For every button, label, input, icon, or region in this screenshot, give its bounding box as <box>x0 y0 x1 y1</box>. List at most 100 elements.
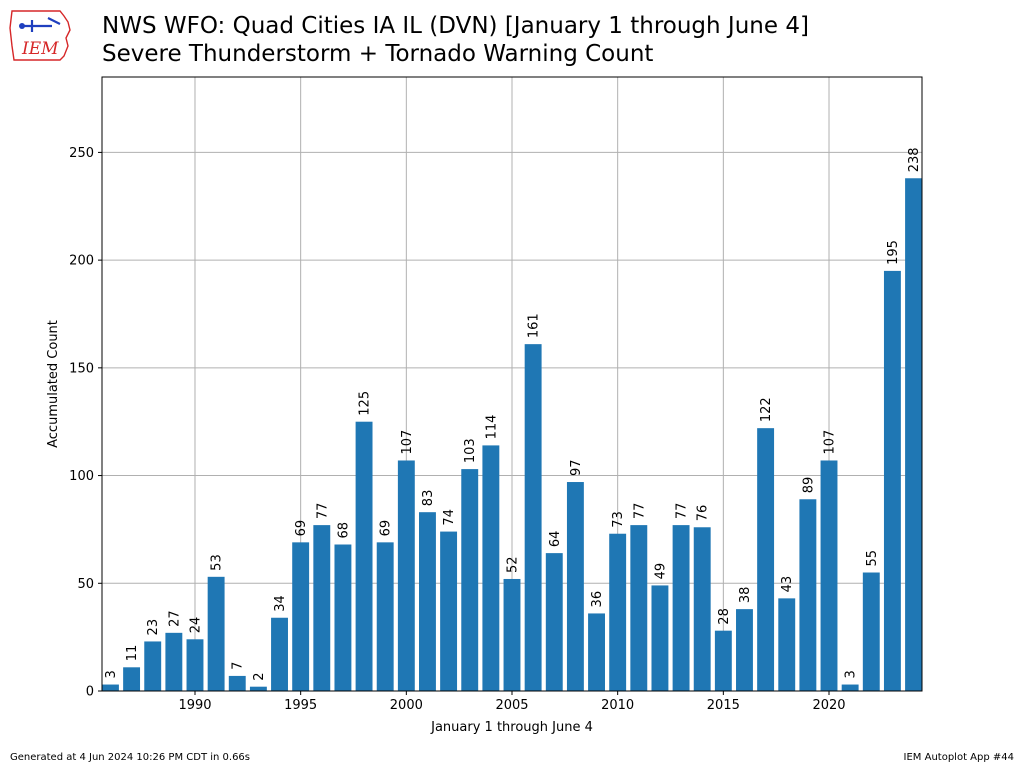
data-label-2022: 55 <box>865 550 880 567</box>
bar-2023 <box>883 270 901 691</box>
y-tick-label: 200 <box>69 254 94 269</box>
x-tick-label: 2020 <box>812 698 845 713</box>
bar-1998 <box>355 421 373 691</box>
bar-2011 <box>630 525 648 691</box>
x-tick-label: 1990 <box>178 698 211 713</box>
bar-2018 <box>778 598 796 691</box>
y-tick-label: 50 <box>77 577 94 592</box>
bar-2007 <box>545 553 563 691</box>
bar-1986 <box>102 684 119 691</box>
data-label-2013: 77 <box>675 503 690 520</box>
data-label-2012: 49 <box>653 563 668 580</box>
bar-2015 <box>714 630 732 691</box>
x-tick-label: 2010 <box>601 698 634 713</box>
data-label-2001: 83 <box>421 490 436 507</box>
data-label-2014: 76 <box>696 505 711 522</box>
data-label-2020: 107 <box>823 430 838 455</box>
data-label-2023: 195 <box>886 240 901 265</box>
bar-1995 <box>292 542 310 691</box>
app-credit: IEM Autoplot App #44 <box>903 752 1014 763</box>
data-label-2005: 52 <box>506 556 521 573</box>
title-line-1: NWS WFO: Quad Cities IA IL (DVN) [Januar… <box>102 13 809 39</box>
bar-2022 <box>862 572 880 691</box>
bar-1996 <box>313 525 331 691</box>
bar-1994 <box>271 617 288 691</box>
weather-symbol-icon <box>22 17 61 32</box>
bar-1993 <box>249 686 267 691</box>
data-label-1993: 2 <box>252 672 267 680</box>
title-line-2: Severe Thunderstorm + Tornado Warning Co… <box>102 41 654 67</box>
data-label-1994: 34 <box>273 595 288 612</box>
iem-logo: IEM <box>9 10 71 61</box>
data-label-2021: 3 <box>844 670 859 678</box>
data-label-2019: 89 <box>801 477 816 494</box>
data-label-1992: 7 <box>231 662 246 670</box>
data-label-1996: 77 <box>315 503 330 520</box>
data-label-2004: 114 <box>484 415 499 440</box>
x-tick-label: 2015 <box>707 698 740 713</box>
axis-ticks: 1990 1995 2000 2005 2010 2015 2020 0 50 100 150 200… <box>69 146 845 713</box>
bar-2003 <box>461 469 479 691</box>
bar-2005 <box>503 578 521 691</box>
data-label-1998: 125 <box>358 391 373 416</box>
data-label-2011: 77 <box>632 503 647 520</box>
bar-2021 <box>841 684 859 691</box>
bar-2020 <box>820 460 838 691</box>
data-label-2007: 64 <box>548 531 563 548</box>
bar-1988 <box>144 641 162 691</box>
data-label-1986: 3 <box>104 670 119 678</box>
data-label-2017: 122 <box>759 397 774 422</box>
bar-1990 <box>186 639 204 691</box>
generated-timestamp: Generated at 4 Jun 2024 10:26 PM CDT in … <box>10 752 251 763</box>
data-label-2008: 97 <box>569 459 584 476</box>
y-tick-label: 150 <box>69 361 94 376</box>
data-label-1989: 27 <box>167 610 182 627</box>
y-tick-label: 250 <box>69 146 94 161</box>
y-tick-label: 100 <box>69 469 94 484</box>
x-tick-label: 2005 <box>495 698 528 713</box>
data-label-1997: 68 <box>336 522 351 539</box>
bar-1992 <box>228 675 246 691</box>
x-tick-label: 2000 <box>390 698 423 713</box>
data-label-2010: 73 <box>611 511 626 528</box>
data-label-2002: 74 <box>442 509 457 526</box>
data-label-1999: 69 <box>379 520 394 537</box>
data-labels: 3 11 23 27 24 53 72 34 69 77 68 125 69 107 83 74 103 114 5… <box>104 147 922 680</box>
bar-2010 <box>609 533 627 691</box>
x-axis-label: January 1 through June 4 <box>430 720 593 735</box>
x-tick-label: 1995 <box>284 698 317 713</box>
iowa-outline-icon <box>9 10 71 61</box>
bar-1989 <box>165 632 183 691</box>
logo-text: IEM <box>21 39 59 59</box>
chart-title: NWS WFO: Quad Cities IA IL (DVN) [Januar… <box>102 12 809 68</box>
bar-1987 <box>123 667 141 691</box>
bar-1997 <box>334 544 352 691</box>
bar-2014 <box>693 527 711 691</box>
data-label-2018: 43 <box>780 576 795 593</box>
bar-2017 <box>757 428 775 691</box>
data-label-2003: 103 <box>463 438 478 463</box>
data-label-1991: 53 <box>210 554 225 571</box>
data-label-2009: 36 <box>590 591 605 608</box>
bars <box>102 178 922 692</box>
data-label-2015: 28 <box>717 608 732 625</box>
bar-2019 <box>799 499 817 691</box>
data-label-2024: 238 <box>907 147 922 172</box>
bar-2009 <box>588 613 605 691</box>
y-axis-label: Accumulated Count <box>46 320 61 448</box>
data-label-1990: 24 <box>188 617 203 634</box>
bar-2004 <box>482 445 500 691</box>
bar-1999 <box>376 542 394 691</box>
bar-2012 <box>651 585 669 691</box>
data-label-1988: 23 <box>146 619 161 636</box>
data-label-2016: 38 <box>738 587 753 604</box>
bar-1991 <box>207 576 225 691</box>
bar-2006 <box>524 344 542 691</box>
bar-2000 <box>397 460 415 691</box>
bar-2008 <box>566 482 584 691</box>
bar-2002 <box>440 531 458 691</box>
y-tick-label: 0 <box>86 685 94 700</box>
data-label-2006: 161 <box>527 313 542 338</box>
data-label-1995: 69 <box>294 520 309 537</box>
